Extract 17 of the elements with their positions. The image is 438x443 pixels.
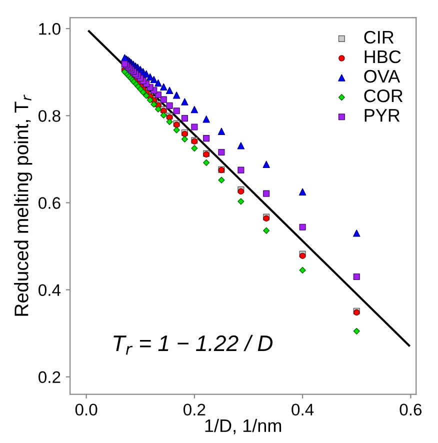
legend-label: PYR: [364, 109, 400, 122]
y-tick-label: 0.2: [38, 371, 60, 384]
y-tick-label: 0.4: [38, 284, 61, 296]
x-tick-label: 0.0: [75, 404, 98, 416]
y-axis-title: Reduced melting point, T$_{r}$: [14, 94, 32, 316]
legend-label: COR: [364, 89, 403, 102]
annotation: T$_{r}$ = 1 − 1.22 / D: [114, 334, 273, 355]
x-tick-label: 0.6: [400, 404, 422, 416]
y-tick-label: 0.8: [38, 110, 60, 122]
legend-label: OVA: [364, 70, 400, 83]
x-tick-label: 0.4: [292, 404, 314, 416]
y-tick-label: 1.0: [39, 23, 60, 35]
y-tick-label: 0.6: [38, 197, 60, 209]
x-tick-label: 0.2: [184, 404, 206, 416]
legend-label: HBC: [364, 50, 401, 64]
legend-label: CIR: [364, 30, 394, 44]
x-axis-title: 1/D, 1/nm: [205, 418, 282, 434]
